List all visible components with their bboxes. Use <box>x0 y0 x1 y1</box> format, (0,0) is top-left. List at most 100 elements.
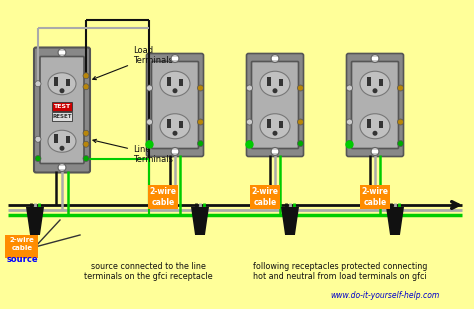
Circle shape <box>346 85 353 91</box>
Ellipse shape <box>173 131 177 136</box>
Text: 2-wire
cable: 2-wire cable <box>9 238 35 251</box>
Bar <box>272 57 278 60</box>
Circle shape <box>271 147 279 155</box>
FancyBboxPatch shape <box>6 235 38 257</box>
FancyBboxPatch shape <box>346 53 403 156</box>
Bar <box>267 77 271 86</box>
Text: RESET: RESET <box>52 114 72 119</box>
Circle shape <box>171 54 179 62</box>
Bar <box>367 77 371 86</box>
Bar <box>272 150 278 153</box>
FancyBboxPatch shape <box>40 57 84 163</box>
Ellipse shape <box>173 88 177 93</box>
Circle shape <box>146 141 153 146</box>
FancyBboxPatch shape <box>352 61 399 149</box>
Circle shape <box>198 119 203 125</box>
Text: 2-wire
cable: 2-wire cable <box>149 187 176 207</box>
Text: source: source <box>6 255 38 264</box>
Text: 2-wire
cable: 2-wire cable <box>362 187 389 207</box>
Circle shape <box>298 141 303 146</box>
Circle shape <box>83 155 89 162</box>
Text: following receptacles protected connecting
hot and neutral from load terminals o: following receptacles protected connecti… <box>253 262 427 281</box>
Bar <box>379 121 383 128</box>
Text: Load
Terminals: Load Terminals <box>93 46 173 80</box>
Ellipse shape <box>360 114 390 139</box>
Bar <box>379 79 383 86</box>
Circle shape <box>83 84 89 90</box>
Bar <box>372 150 378 153</box>
Circle shape <box>83 73 89 79</box>
FancyBboxPatch shape <box>34 48 90 172</box>
Bar <box>54 77 58 86</box>
Bar <box>172 150 178 153</box>
Text: www.do-it-yourself-help.com: www.do-it-yourself-help.com <box>330 291 439 300</box>
Circle shape <box>371 54 379 62</box>
FancyBboxPatch shape <box>246 53 303 156</box>
Text: 2-wire
cable: 2-wire cable <box>252 187 279 207</box>
Bar <box>66 136 70 143</box>
Bar <box>54 134 58 143</box>
Circle shape <box>58 163 66 171</box>
Circle shape <box>371 147 379 155</box>
Circle shape <box>398 119 403 125</box>
Ellipse shape <box>60 146 64 151</box>
Circle shape <box>246 119 253 125</box>
Text: source connected to the line
terminals on the gfci receptacle: source connected to the line terminals o… <box>84 262 212 281</box>
Circle shape <box>271 54 279 62</box>
Ellipse shape <box>160 114 190 139</box>
Circle shape <box>398 85 403 91</box>
Circle shape <box>146 85 153 91</box>
FancyBboxPatch shape <box>252 61 299 149</box>
Ellipse shape <box>273 88 277 93</box>
Bar <box>267 119 271 128</box>
Circle shape <box>35 136 41 142</box>
FancyBboxPatch shape <box>152 61 199 149</box>
Circle shape <box>58 49 66 57</box>
Circle shape <box>198 141 203 146</box>
Circle shape <box>346 141 353 146</box>
Bar <box>59 166 65 169</box>
Bar <box>59 51 65 54</box>
Circle shape <box>35 81 41 87</box>
Ellipse shape <box>160 71 190 96</box>
Bar <box>52 102 72 111</box>
Circle shape <box>398 141 403 146</box>
Ellipse shape <box>60 88 64 93</box>
Bar <box>52 112 72 121</box>
Text: TEST: TEST <box>54 104 71 109</box>
Bar <box>279 121 283 128</box>
Circle shape <box>246 141 253 146</box>
Polygon shape <box>281 207 299 235</box>
Bar <box>167 77 171 86</box>
Circle shape <box>246 85 253 91</box>
Bar <box>66 79 70 86</box>
Bar <box>179 79 183 86</box>
Ellipse shape <box>260 114 290 139</box>
Circle shape <box>171 147 179 155</box>
Polygon shape <box>26 207 44 235</box>
Circle shape <box>298 119 303 125</box>
FancyBboxPatch shape <box>146 53 203 156</box>
Bar <box>279 79 283 86</box>
Circle shape <box>83 130 89 136</box>
Ellipse shape <box>273 131 277 136</box>
Ellipse shape <box>48 130 76 152</box>
Bar <box>372 57 378 60</box>
Ellipse shape <box>48 73 76 95</box>
Bar <box>367 119 371 128</box>
Circle shape <box>298 85 303 91</box>
Bar <box>179 121 183 128</box>
Text: Line
Terminals: Line Terminals <box>93 139 173 164</box>
Bar <box>172 57 178 60</box>
Polygon shape <box>386 207 404 235</box>
Polygon shape <box>191 207 209 235</box>
Bar <box>167 119 171 128</box>
Ellipse shape <box>373 88 377 93</box>
Circle shape <box>146 119 153 125</box>
Ellipse shape <box>373 131 377 136</box>
Ellipse shape <box>260 71 290 96</box>
Ellipse shape <box>360 71 390 96</box>
Circle shape <box>35 155 41 162</box>
Circle shape <box>346 119 353 125</box>
Circle shape <box>83 141 89 147</box>
